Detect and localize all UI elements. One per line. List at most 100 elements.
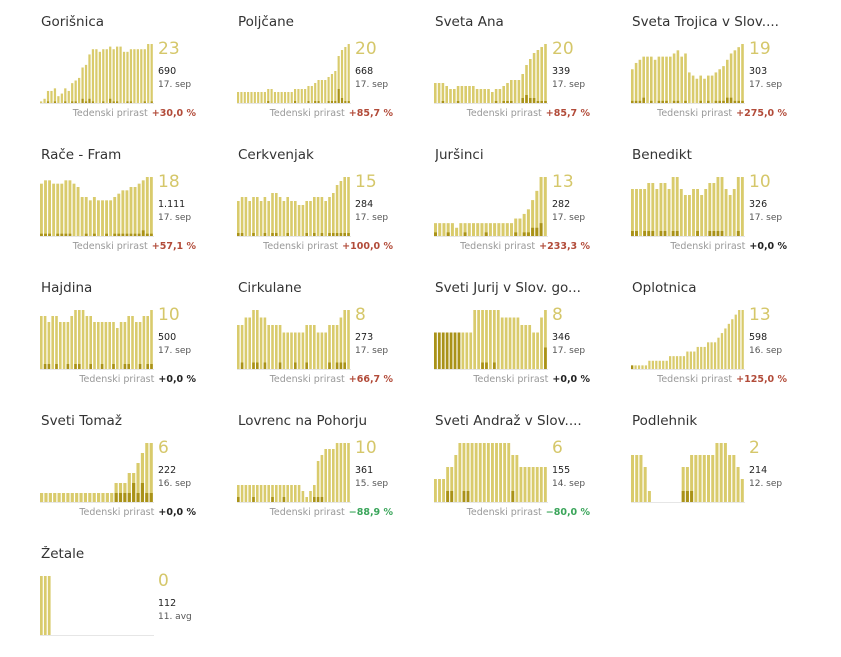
municipality-card[interactable]: Poljčane 20 668 17. sep Tedenski prirast +85,… [197,0,393,125]
active-cases-bar [446,467,450,503]
municipality-card[interactable]: Podlehnik 2 214 12. sep [591,399,787,524]
new-cases-bar [456,101,460,104]
active-cases-bar [710,342,713,370]
active-cases-bar [305,325,308,370]
active-cases-bar [43,98,46,104]
new-cases-bar [313,233,316,237]
new-cases-bar [136,493,140,503]
active-cases-bar [463,223,467,237]
new-cases-bar [328,362,331,370]
active-cases-bar [64,88,67,104]
municipality-name: Cirkulane [238,280,302,296]
active-cases-bar [253,92,256,104]
new-cases-bar [123,364,127,370]
weekly-growth: Tedenski prirast +0,0 % [79,374,196,385]
new-cases-bar [314,101,317,104]
municipality-card[interactable]: Rače - Fram 18 1.111 17. sep Tedenski priras… [0,133,196,258]
municipality-card[interactable]: Juršinci 13 282 17. sep Tedenski prirast +233… [394,133,590,258]
active-cases-bar [131,316,134,370]
new-cases-bar [642,97,645,104]
active-cases-bar [512,317,516,370]
active-cases-bar [237,92,240,104]
active-cases-bar [100,322,104,370]
new-cases-bar [716,231,720,237]
new-cases-bar [544,101,547,104]
active-cases-bar [141,180,145,237]
new-cases-bar [722,100,725,104]
active-cases-bar [688,195,691,237]
active-cases-bar [286,485,289,503]
new-cases-bar [74,101,77,104]
sparkline-svg [237,310,351,370]
municipality-card[interactable]: Cerkvenjak 15 284 17. sep Tedenski prirast +1… [197,133,393,258]
municipality-card[interactable]: Sveta Ana 20 339 17. sep Tedenski prirast +85… [394,0,590,125]
new-cases-bar [531,227,535,237]
new-cases-bar [81,98,84,104]
municipality-card[interactable]: Gorišnica 23 690 17. sep Tedenski prirast +30… [0,0,196,125]
active-cases-bar [53,493,57,503]
active-cases-bar [696,189,700,237]
active-cases-bar [724,328,727,370]
active-cases-bar [737,47,740,104]
weekly-growth-value: +66,7 % [348,374,393,385]
new-cases-bar [651,231,655,237]
municipality-card[interactable]: Sveti Jurij v Slov. go... 8 346 17. sep Tede… [394,266,590,391]
active-cases-bar [78,77,81,104]
active-cases-bar [683,195,687,237]
new-cases-bar [112,364,115,370]
active-cases-bar [639,455,643,503]
active-cases-bar [715,443,719,503]
active-cases-bar [240,485,244,503]
active-cases-bar [516,317,520,370]
active-cases-bar [682,356,686,370]
active-cases-bar [70,493,74,503]
new-cases-bar [733,100,737,104]
weekly-growth-value: +125,0 % [736,374,787,385]
new-cases-bar [526,232,530,237]
municipality-card[interactable]: Lovrenc na Pohorju 10 361 15. sep Tedenski p… [197,399,393,524]
active-cases-bar [642,56,645,104]
last-update-date: 17. sep [749,213,783,223]
active-cases-bar [57,493,61,503]
new-cases-bar [481,362,484,370]
active-cases-bar [56,183,60,237]
active-cases-bar [685,467,689,503]
active-cases-bar [136,463,140,503]
sparkline-svg [40,443,154,503]
active-cases-bar [728,195,732,237]
active-cases-value: 19 [749,39,771,59]
active-cases-bar [259,317,263,370]
active-cases-bar [498,89,502,104]
active-cases-bar [695,78,699,104]
municipality-card[interactable]: Hajdina 10 500 17. sep Tedenski prirast +0,0 … [0,266,196,391]
active-cases-bar [297,89,300,104]
municipality-card[interactable]: Žetale 0 112 11. avg [0,532,196,657]
municipality-card[interactable]: Benedikt 10 326 17. sep Tedenski prirast +0,0… [591,133,787,258]
municipality-card[interactable]: Oplotnica 13 598 16. sep Tedenski prirast +12… [591,266,787,391]
active-cases-bar [497,223,501,237]
active-cases-bar [146,316,149,370]
municipality-card[interactable]: Sveti Andraž v Slov.... 6 155 14. sep Tedens… [394,399,590,524]
active-cases-bar [305,201,308,237]
active-cases-value: 20 [355,39,377,59]
active-cases-bar [667,189,671,237]
municipality-card[interactable]: Sveta Trojica v Slov.... 19 303 17. sep Tede… [591,0,787,125]
new-cases-bar [665,100,668,104]
weekly-growth-label: Tedenski prirast [657,108,733,119]
new-cases-bar [113,233,117,237]
weekly-growth-label: Tedenski prirast [466,507,542,518]
active-cases-bar [149,177,153,237]
active-cases-bar [294,485,297,503]
active-cases-bar [717,337,720,370]
new-cases-bar [675,231,679,237]
active-cases-bar [55,316,58,370]
municipality-card[interactable]: Sveti Tomaž 6 222 16. sep Tedenski prirast +0… [0,399,196,524]
active-cases-bar [91,49,95,104]
sparkline-chart [631,177,745,237]
active-cases-bar [290,201,293,237]
new-cases-bar [525,95,528,104]
new-cases-bar [663,231,667,237]
municipality-name: Benedikt [632,147,692,163]
active-cases-bar [476,223,480,237]
municipality-card[interactable]: Cirkulane 8 273 17. sep Tedenski prirast +66,… [197,266,393,391]
